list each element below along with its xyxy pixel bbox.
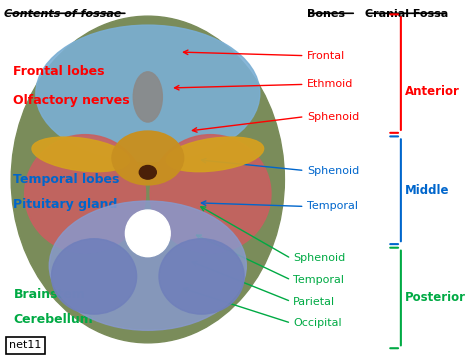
Text: Frontal: Frontal [307, 51, 345, 61]
Text: Sphenoid: Sphenoid [307, 112, 359, 122]
Ellipse shape [49, 201, 246, 330]
Text: Olfactory nerves: Olfactory nerves [13, 94, 130, 107]
Ellipse shape [36, 25, 260, 162]
Ellipse shape [112, 131, 183, 185]
Text: net11: net11 [9, 340, 41, 350]
Ellipse shape [11, 16, 284, 343]
Text: Anterior: Anterior [405, 85, 460, 98]
Text: Contents of fossae: Contents of fossae [4, 9, 122, 19]
Ellipse shape [133, 72, 163, 122]
Text: Cerebellum: Cerebellum [13, 313, 93, 326]
Text: Pituitary gland: Pituitary gland [13, 198, 118, 211]
Text: Temporal: Temporal [307, 201, 358, 211]
Ellipse shape [139, 165, 156, 179]
Text: Bones: Bones [307, 9, 345, 19]
Text: Temporal: Temporal [293, 275, 345, 285]
Text: Ethmoid: Ethmoid [307, 79, 353, 89]
Ellipse shape [25, 135, 146, 253]
Ellipse shape [32, 137, 129, 172]
Text: Temporal lobes: Temporal lobes [13, 173, 120, 186]
Ellipse shape [52, 239, 137, 314]
Text: Parietal: Parietal [293, 297, 336, 307]
Ellipse shape [150, 135, 271, 253]
Text: Middle: Middle [405, 184, 450, 197]
Text: Brainstem: Brainstem [13, 288, 85, 301]
Ellipse shape [126, 210, 170, 257]
Text: Cranial Fossa: Cranial Fossa [365, 9, 448, 19]
Text: Occipital: Occipital [293, 318, 342, 328]
Text: Posterior: Posterior [405, 292, 466, 304]
Text: Frontal lobes: Frontal lobes [13, 65, 105, 78]
Ellipse shape [166, 137, 264, 172]
Ellipse shape [159, 239, 244, 314]
Text: Sphenoid: Sphenoid [293, 253, 346, 264]
Text: Sphenoid: Sphenoid [307, 165, 359, 176]
